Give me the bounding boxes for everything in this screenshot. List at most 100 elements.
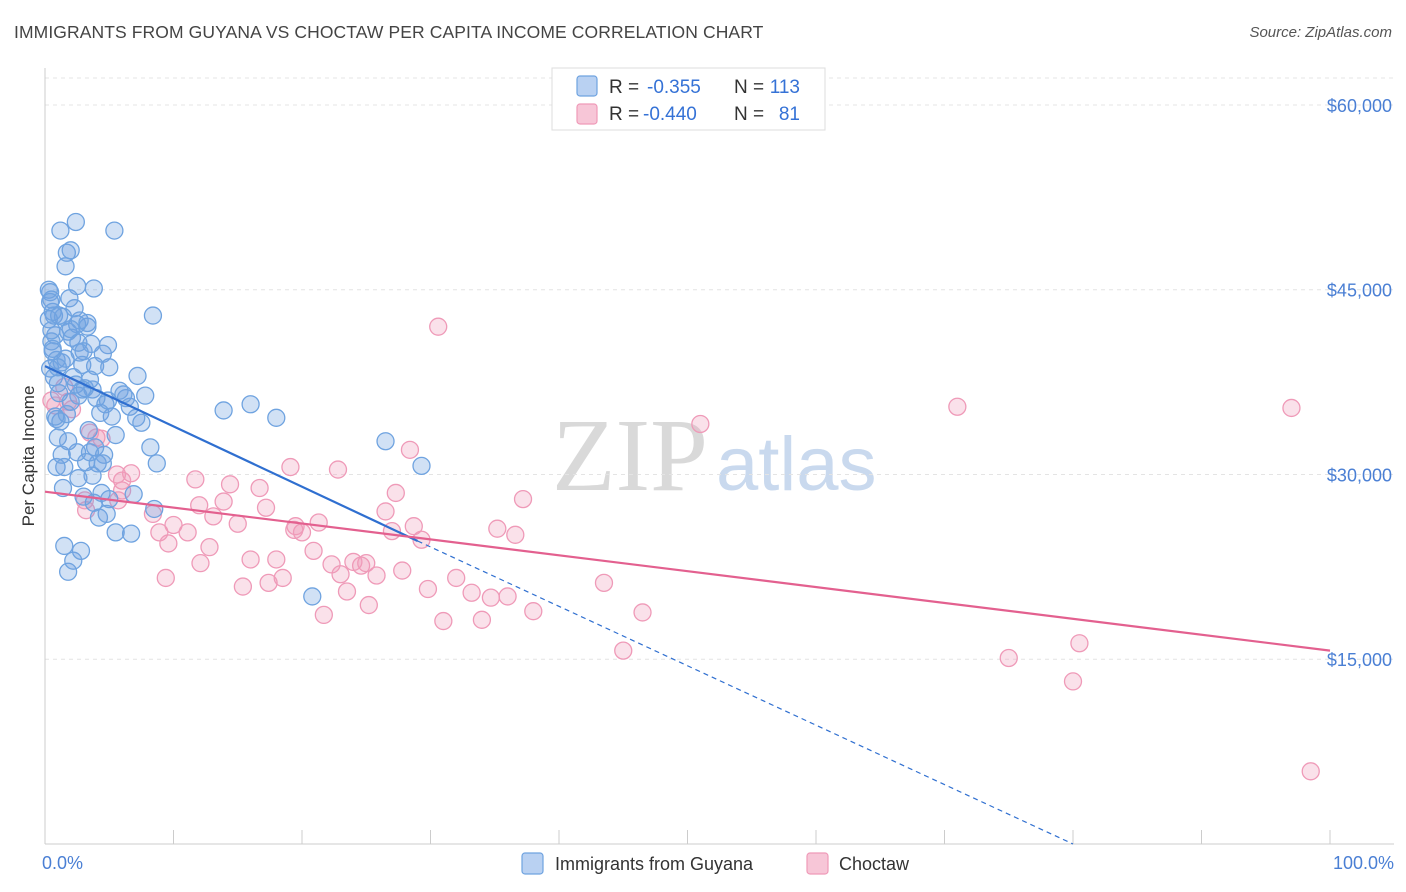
legend-n-label-1: N = xyxy=(734,77,764,98)
y-axis-tick-labels: $15,000 $30,000 $45,000 $60,000 xyxy=(1327,96,1392,670)
choctaw-point-58 xyxy=(462,583,481,602)
choctaw-point-67 xyxy=(614,641,633,660)
guyana-point-31 xyxy=(60,289,79,308)
legend-r-value-1: -0.355 xyxy=(647,77,701,98)
choctaw-point-16 xyxy=(156,568,175,588)
guyana-point-79 xyxy=(145,499,164,519)
guyana-point-87 xyxy=(124,485,143,504)
bottom-legend-swatch-choctaw xyxy=(806,852,829,875)
source-credit: Source: ZipAtlas.com xyxy=(1249,24,1392,41)
choctaw-point-47 xyxy=(376,502,395,521)
choctaw-point-69 xyxy=(691,414,710,434)
choctaw-point-79 xyxy=(286,517,305,536)
y-tick-label-60000: $60,000 xyxy=(1327,96,1392,116)
choctaw-point-46 xyxy=(367,566,386,585)
guyana-point-46 xyxy=(100,358,119,377)
guyana-point-91 xyxy=(214,401,233,420)
choctaw-point-41 xyxy=(331,565,350,584)
choctaw-point-71 xyxy=(999,648,1018,668)
choctaw-point-24 xyxy=(220,475,240,494)
choctaw-point-80 xyxy=(357,554,376,573)
bottom-legend-label-choctaw: Choctaw xyxy=(839,854,910,874)
guyana-point-102 xyxy=(78,313,97,333)
gridlines xyxy=(45,77,1394,660)
guyana-point-76 xyxy=(83,466,102,485)
guyana-point-56 xyxy=(136,386,155,405)
guyana-point-77 xyxy=(69,469,88,488)
choctaw-point-36 xyxy=(304,541,323,560)
bottom-legend-swatch-guyana xyxy=(521,852,544,875)
x-tick-label-min: 0.0% xyxy=(42,853,83,873)
choctaw-point-56 xyxy=(434,611,453,631)
choctaw-point-73 xyxy=(1063,672,1083,691)
choctaw-point-66 xyxy=(594,573,614,593)
choctaw-point-50 xyxy=(393,561,412,580)
guyana-point-65 xyxy=(79,420,98,440)
guyana-point-84 xyxy=(97,504,116,524)
legend-swatch-blue xyxy=(576,75,598,97)
choctaw-point-30 xyxy=(259,573,278,593)
choctaw-point-60 xyxy=(481,588,501,607)
choctaw-point-57 xyxy=(447,568,466,588)
choctaw-point-38 xyxy=(314,605,333,625)
trend-lines xyxy=(44,365,1331,845)
choctaw-point-70 xyxy=(948,397,967,416)
correlation-legend: R = -0.355 N = 113 R = -0.440 N = 81 xyxy=(551,67,826,131)
choctaw-point-74 xyxy=(1282,398,1301,418)
guyana-point-16 xyxy=(48,428,67,447)
guyana-point-40 xyxy=(98,335,118,355)
guyana-point-22 xyxy=(64,551,83,570)
choctaw-point-23 xyxy=(214,492,233,511)
legend-r-label-1: R = xyxy=(609,77,639,98)
y-tick-label-30000: $30,000 xyxy=(1327,465,1392,485)
choctaw-point-37 xyxy=(309,513,328,532)
guyana-point-74 xyxy=(147,454,166,473)
guyana-point-88 xyxy=(105,221,124,240)
choctaw-point-29 xyxy=(256,498,276,517)
guyana-point-100 xyxy=(47,409,66,429)
guyana-point-96 xyxy=(303,587,322,606)
guyana-point-25 xyxy=(66,212,85,232)
choctaw-point-55 xyxy=(429,317,448,336)
guyana-point-66 xyxy=(106,425,125,445)
guyana-point-97 xyxy=(49,306,69,325)
y-tick-label-45000: $45,000 xyxy=(1327,281,1392,301)
choctaw-point-45 xyxy=(359,595,378,615)
guyana-point-89 xyxy=(143,306,163,325)
x-axis-ticks xyxy=(44,830,1331,844)
choctaw-point-40 xyxy=(328,460,348,479)
choctaw-point-51 xyxy=(400,440,420,459)
choctaw-point-42 xyxy=(337,582,357,601)
guyana-point-106 xyxy=(128,366,147,386)
trend-line-guyana-extension xyxy=(417,540,1074,845)
choctaw-point-33 xyxy=(281,457,300,477)
guyana-point-18 xyxy=(47,457,66,477)
choctaw-point-59 xyxy=(472,610,492,629)
watermark-atlas: atlas xyxy=(716,422,877,507)
guyana-point-109 xyxy=(42,321,61,340)
choctaw-point-26 xyxy=(233,577,253,596)
guyana-point-64 xyxy=(132,413,151,432)
choctaw-point-75 xyxy=(1301,762,1320,781)
choctaw-point-68 xyxy=(633,603,652,622)
choctaw-point-19 xyxy=(186,470,205,489)
choctaw-point-20 xyxy=(191,554,210,573)
trend-line-guyana xyxy=(44,365,419,542)
guyana-point-45 xyxy=(85,356,105,376)
series-guyana-points xyxy=(39,212,431,606)
choctaw-point-25 xyxy=(228,514,247,533)
guyana-point-94 xyxy=(376,432,395,451)
y-tick-label-15000: $15,000 xyxy=(1327,650,1392,670)
choctaw-point-72 xyxy=(1070,634,1089,653)
choctaw-point-28 xyxy=(250,478,269,498)
guyana-point-1 xyxy=(40,283,60,302)
choctaw-point-62 xyxy=(498,587,517,606)
choctaw-point-15 xyxy=(159,534,178,553)
legend-n-value-1: 113 xyxy=(770,77,800,98)
guyana-point-24 xyxy=(51,221,70,240)
guyana-point-92 xyxy=(241,395,260,414)
guyana-point-108 xyxy=(80,443,100,462)
guyana-point-112 xyxy=(40,292,60,312)
x-tick-label-max: 100.0% xyxy=(1333,853,1394,873)
